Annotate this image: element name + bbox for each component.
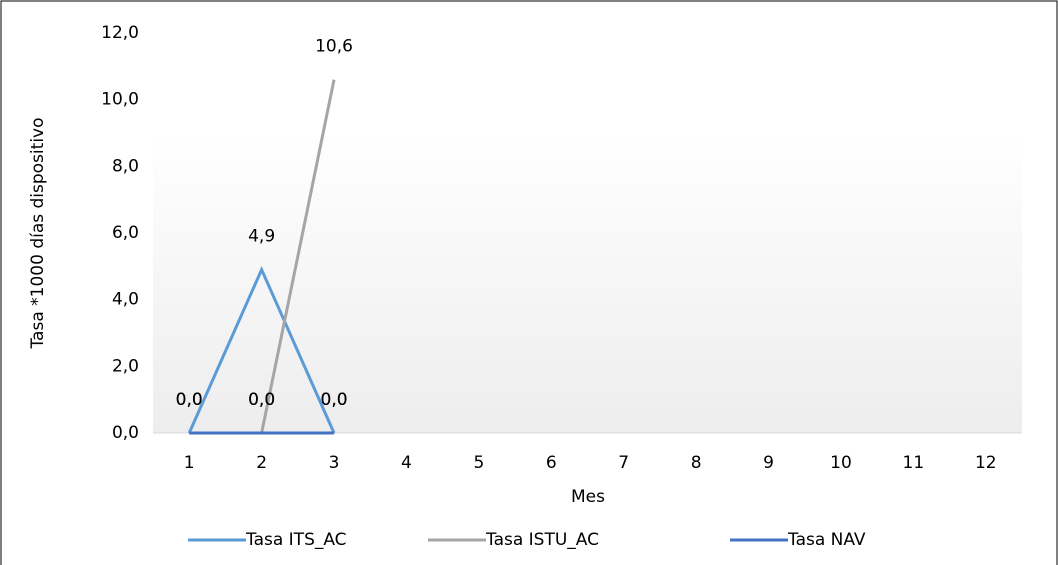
- legend-label: Tasa ITS_AC: [245, 530, 347, 550]
- x-axis-title: Mes: [571, 487, 605, 507]
- x-tick-label: 9: [763, 453, 774, 473]
- y-axis-title: Tasa *1000 días dispositivo: [28, 117, 48, 349]
- x-tick-label: 8: [691, 453, 702, 473]
- data-label: 10,6: [315, 37, 353, 57]
- data-label: 0,0: [248, 390, 275, 410]
- x-tick-label: 11: [903, 453, 925, 473]
- data-label: 0,0: [176, 390, 203, 410]
- x-tick-label: 1: [184, 453, 195, 473]
- plot-background: [153, 130, 1022, 433]
- y-tick-label: 0,0: [112, 423, 139, 443]
- y-tick-label: 12,0: [101, 23, 139, 43]
- y-tick-label: 10,0: [101, 90, 139, 110]
- x-tick-label: 6: [546, 453, 557, 473]
- data-label: 0,0: [176, 390, 203, 410]
- y-tick-label: 4,0: [112, 290, 139, 310]
- y-tick-label: 6,0: [112, 223, 139, 243]
- data-label: 4,9: [248, 227, 275, 247]
- x-tick-label: 5: [473, 453, 484, 473]
- series-line: [187, 265, 336, 434]
- y-tick-label: 8,0: [112, 156, 139, 176]
- x-tick-label: 12: [975, 453, 997, 473]
- x-tick-label: 4: [401, 453, 412, 473]
- legend-label: Tasa ISTU_AC: [485, 530, 599, 550]
- x-tick-label: 3: [329, 453, 340, 473]
- series-line: [260, 79, 336, 434]
- data-label: 0,0: [248, 390, 275, 410]
- y-tick-label: 2,0: [112, 356, 139, 376]
- x-tick-label: 7: [618, 453, 629, 473]
- data-label: 0,0: [321, 390, 348, 410]
- x-tick-label: 2: [256, 453, 267, 473]
- legend-label: Tasa NAV: [787, 530, 866, 550]
- data-label: 0,0: [321, 390, 348, 410]
- x-tick-label: 10: [830, 453, 852, 473]
